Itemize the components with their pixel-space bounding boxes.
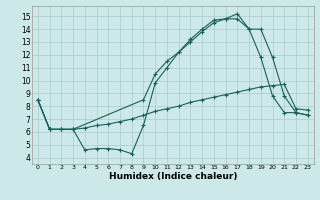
X-axis label: Humidex (Indice chaleur): Humidex (Indice chaleur) — [108, 172, 237, 181]
